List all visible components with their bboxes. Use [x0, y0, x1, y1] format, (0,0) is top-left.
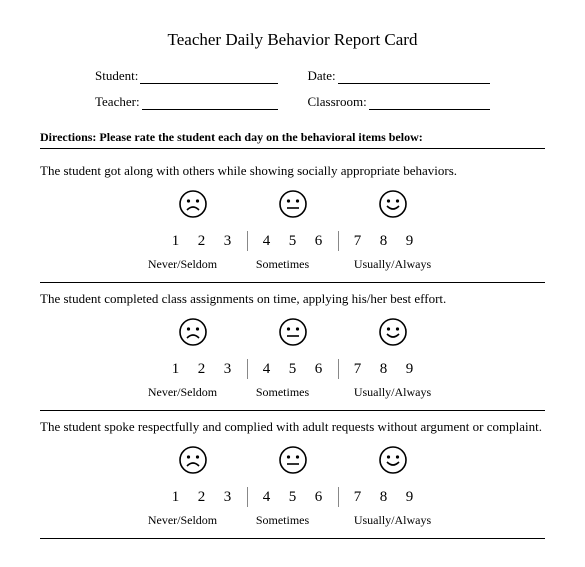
scale-number[interactable]: 1 [163, 361, 189, 378]
date-field: Date: [308, 68, 491, 84]
face-row [40, 189, 545, 223]
scale-number[interactable]: 3 [215, 489, 241, 506]
scale-number[interactable]: 4 [254, 489, 280, 506]
question-text: The student completed class assignments … [40, 291, 545, 307]
scale-label-row: Never/SeldomSometimesUsually/Always [40, 257, 545, 272]
scale-number[interactable]: 4 [254, 361, 280, 378]
question-block: The student spoke respectfully and compl… [40, 419, 545, 539]
scale-number[interactable]: 9 [397, 233, 423, 250]
page-title: Teacher Daily Behavior Report Card [40, 30, 545, 50]
scale-number[interactable]: 1 [163, 233, 189, 250]
scale-label-high: Usually/Always [333, 385, 453, 400]
scale-number[interactable]: 6 [306, 489, 332, 506]
scale-number[interactable]: 4 [254, 233, 280, 250]
directions-text: Directions: Please rate the student each… [40, 130, 545, 145]
face-row [40, 317, 545, 351]
scale-number[interactable]: 7 [345, 233, 371, 250]
classroom-input-line[interactable] [369, 96, 490, 110]
scale-label-mid: Sometimes [233, 257, 333, 272]
question-text: The student got along with others while … [40, 163, 545, 179]
scale-separator [247, 359, 248, 379]
directions-rule [40, 148, 545, 149]
scale-separator [338, 359, 339, 379]
scale-number[interactable]: 8 [371, 489, 397, 506]
number-scale-row: 123456789 [40, 359, 545, 379]
scale-label-mid: Sometimes [233, 513, 333, 528]
scale-number[interactable]: 2 [189, 489, 215, 506]
question-rule [40, 410, 545, 411]
sad-face-icon [178, 445, 208, 479]
header-fields: Student: Date: Teacher: Classroom: [40, 68, 545, 110]
scale-separator [338, 487, 339, 507]
classroom-field: Classroom: [308, 94, 491, 110]
scale-number[interactable]: 8 [371, 361, 397, 378]
scale-label-row: Never/SeldomSometimesUsually/Always [40, 513, 545, 528]
question-block: The student got along with others while … [40, 163, 545, 283]
teacher-field: Teacher: [95, 94, 278, 110]
classroom-label: Classroom: [308, 94, 367, 110]
scale-number[interactable]: 5 [280, 361, 306, 378]
scale-label-high: Usually/Always [333, 513, 453, 528]
question-text: The student spoke respectfully and compl… [40, 419, 545, 435]
scale-number[interactable]: 5 [280, 489, 306, 506]
number-scale-row: 123456789 [40, 487, 545, 507]
scale-number[interactable]: 9 [397, 361, 423, 378]
scale-separator [338, 231, 339, 251]
date-label: Date: [308, 68, 336, 84]
scale-label-row: Never/SeldomSometimesUsually/Always [40, 385, 545, 400]
neutral-face-icon [278, 445, 308, 479]
scale-number[interactable]: 2 [189, 361, 215, 378]
question-block: The student completed class assignments … [40, 291, 545, 411]
teacher-label: Teacher: [95, 94, 140, 110]
scale-number[interactable]: 3 [215, 233, 241, 250]
scale-number[interactable]: 6 [306, 361, 332, 378]
scale-number[interactable]: 7 [345, 361, 371, 378]
student-label: Student: [95, 68, 138, 84]
scale-separator [247, 231, 248, 251]
scale-separator [247, 487, 248, 507]
question-rule [40, 282, 545, 283]
happy-face-icon [378, 445, 408, 479]
scale-number[interactable]: 5 [280, 233, 306, 250]
scale-number[interactable]: 2 [189, 233, 215, 250]
scale-label-high: Usually/Always [333, 257, 453, 272]
sad-face-icon [178, 189, 208, 223]
sad-face-icon [178, 317, 208, 351]
scale-label-low: Never/Seldom [133, 513, 233, 528]
student-field: Student: [95, 68, 278, 84]
scale-label-low: Never/Seldom [133, 385, 233, 400]
scale-label-mid: Sometimes [233, 385, 333, 400]
neutral-face-icon [278, 189, 308, 223]
teacher-input-line[interactable] [142, 96, 278, 110]
scale-number[interactable]: 9 [397, 489, 423, 506]
scale-label-low: Never/Seldom [133, 257, 233, 272]
number-scale-row: 123456789 [40, 231, 545, 251]
date-input-line[interactable] [338, 70, 490, 84]
scale-number[interactable]: 1 [163, 489, 189, 506]
scale-number[interactable]: 6 [306, 233, 332, 250]
field-row-2: Teacher: Classroom: [95, 94, 490, 110]
happy-face-icon [378, 317, 408, 351]
scale-number[interactable]: 3 [215, 361, 241, 378]
neutral-face-icon [278, 317, 308, 351]
student-input-line[interactable] [140, 70, 277, 84]
field-row-1: Student: Date: [95, 68, 490, 84]
face-row [40, 445, 545, 479]
happy-face-icon [378, 189, 408, 223]
question-rule [40, 538, 545, 539]
scale-number[interactable]: 8 [371, 233, 397, 250]
scale-number[interactable]: 7 [345, 489, 371, 506]
